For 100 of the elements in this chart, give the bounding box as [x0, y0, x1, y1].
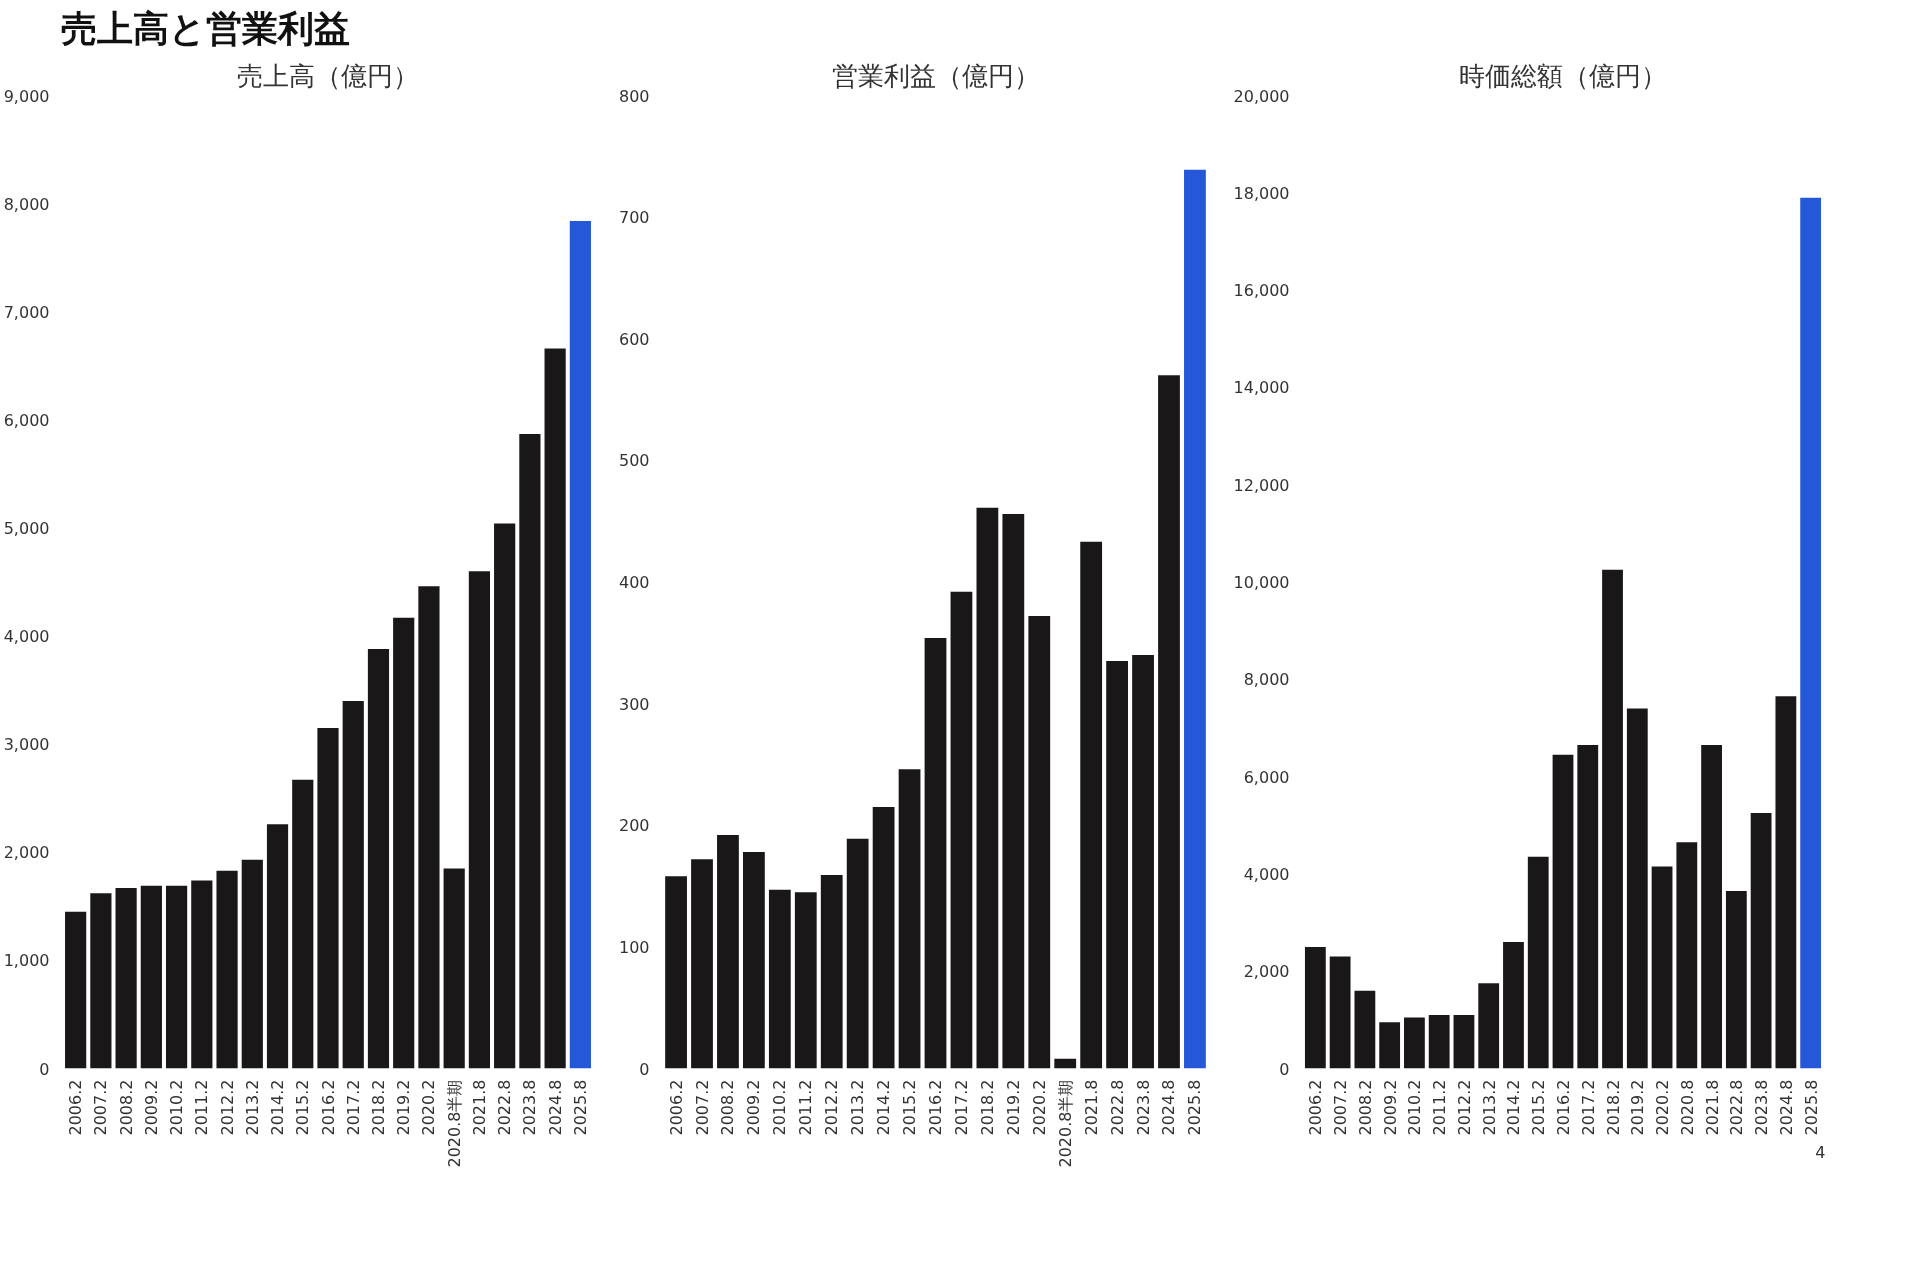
y-tick-label: 100: [618, 937, 650, 957]
bar: [743, 852, 765, 1069]
y-tick-label: 3,000: [3, 735, 50, 755]
x-tick-label: 2017.2: [951, 1079, 971, 1136]
x-tick-label: 2020.2: [419, 1079, 439, 1136]
bar: [1080, 541, 1103, 1069]
x-tick-label: 2011.2: [1430, 1079, 1450, 1136]
y-tick-label: 8,000: [3, 194, 50, 214]
y-tick-label: 0: [639, 1059, 650, 1079]
x-tick-label: 2007.2: [1331, 1079, 1351, 1136]
x-tick-label: 2014.2: [874, 1079, 894, 1136]
bar: [820, 875, 843, 1069]
bar: [1676, 842, 1698, 1069]
bar: [1132, 654, 1154, 1069]
y-tick-label: 1,000: [3, 951, 50, 971]
bar: [1404, 1017, 1425, 1069]
bar: [292, 779, 314, 1069]
x-tick-label: 2018.2: [368, 1079, 388, 1136]
bar: [924, 637, 947, 1069]
x-tick-label: 2022.8: [1727, 1079, 1747, 1136]
bar: [90, 893, 112, 1069]
x-tick-label: 2018.2: [1603, 1079, 1623, 1136]
bar: [1577, 744, 1599, 1069]
y-tick-label: 14,000: [1233, 378, 1290, 398]
bar: [1552, 754, 1574, 1069]
bar: [1775, 696, 1797, 1069]
x-tick-label: 2016.2: [926, 1079, 945, 1136]
bar: [950, 591, 973, 1069]
x-tick-label: 2024.8: [545, 1079, 565, 1136]
y-tick-label: 0: [39, 1059, 50, 1079]
bar: [241, 859, 263, 1069]
y-tick-label: 20,000: [1233, 86, 1290, 106]
bar: [1002, 513, 1025, 1069]
x-tick-label: 2020.2: [1029, 1079, 1049, 1136]
x-tick-label: 2020.2: [1653, 1079, 1673, 1136]
chart-title: 営業利益（億円）: [831, 60, 1040, 91]
x-tick-label: 2019.2: [1628, 1079, 1648, 1136]
bar: [569, 220, 591, 1069]
x-tick-label: 2012.2: [217, 1079, 237, 1136]
x-tick-label: 2021.8: [469, 1079, 489, 1136]
y-tick-label: 4,000: [3, 627, 50, 647]
chart-title: 売上高（億円）: [237, 60, 419, 91]
y-tick-label: 4,000: [1243, 864, 1290, 884]
bar: [1750, 813, 1772, 1069]
x-tick-label: 2020.8半期: [1055, 1079, 1075, 1168]
x-tick-label: 2018.2: [977, 1079, 997, 1136]
bar: [1701, 744, 1722, 1069]
x-tick-label: 2008.2: [718, 1079, 738, 1136]
x-tick-label: 2014.2: [268, 1079, 288, 1136]
bar: [115, 887, 137, 1069]
text: 4: [1815, 1142, 1826, 1162]
x-tick-label: 2025.8: [1185, 1079, 1205, 1136]
x-tick-label: 2015.2: [293, 1079, 313, 1136]
bar: [1428, 1014, 1450, 1069]
bar: [519, 433, 541, 1069]
x-tick-label: 2006.2: [1306, 1079, 1326, 1136]
y-tick-label: 10,000: [1233, 573, 1290, 592]
bar: [165, 885, 188, 1069]
bar: [1028, 616, 1051, 1069]
bar: [266, 824, 289, 1069]
bar: [1626, 708, 1648, 1069]
y-tick-label: 8,000: [1243, 670, 1290, 690]
bar: [317, 727, 339, 1069]
y-tick-label: 800: [618, 86, 650, 106]
y-tick-label: 16,000: [1233, 281, 1290, 301]
x-tick-label: 2016.2: [1554, 1079, 1573, 1136]
x-tick-label: 2023.8: [520, 1079, 540, 1136]
x-tick-label: 2020.8半期: [444, 1079, 464, 1168]
bar: [443, 868, 465, 1069]
x-tick-label: 2009.2: [1380, 1079, 1400, 1136]
bar: [544, 348, 566, 1069]
bar: [1379, 1022, 1401, 1069]
bar: [140, 885, 162, 1069]
x-tick-label: 2025.8: [570, 1079, 590, 1136]
x-tick-label: 2022.8: [1107, 1079, 1127, 1136]
bar: [898, 769, 921, 1069]
x-tick-label: 2007.2: [91, 1079, 111, 1136]
text: 売上高と営業利益: [60, 7, 350, 49]
x-tick-label: 2023.8: [1752, 1079, 1772, 1136]
y-tick-label: 5,000: [3, 518, 50, 538]
x-tick-label: 2024.8: [1776, 1079, 1796, 1136]
y-tick-label: 0: [1279, 1059, 1290, 1079]
bar: [717, 834, 739, 1069]
x-tick-label: 2013.2: [848, 1079, 868, 1136]
x-tick-label: 2010.2: [167, 1079, 187, 1136]
x-tick-label: 2019.2: [1003, 1079, 1023, 1136]
x-tick-label: 2009.2: [744, 1079, 764, 1136]
bar: [367, 649, 390, 1069]
bar: [976, 507, 999, 1069]
x-tick-label: 2024.8: [1159, 1079, 1179, 1136]
y-tick-label: 500: [618, 451, 650, 471]
x-tick-label: 2020.8: [1677, 1079, 1697, 1136]
bar: [1054, 1058, 1077, 1069]
y-tick-label: 6,000: [1243, 767, 1290, 787]
y-tick-label: 400: [618, 573, 650, 592]
x-tick-label: 2025.8: [1801, 1079, 1821, 1136]
bar: [1453, 1014, 1475, 1069]
y-tick-label: 700: [618, 208, 650, 228]
x-tick-label: 2012.2: [822, 1079, 842, 1136]
bar: [1527, 856, 1549, 1069]
